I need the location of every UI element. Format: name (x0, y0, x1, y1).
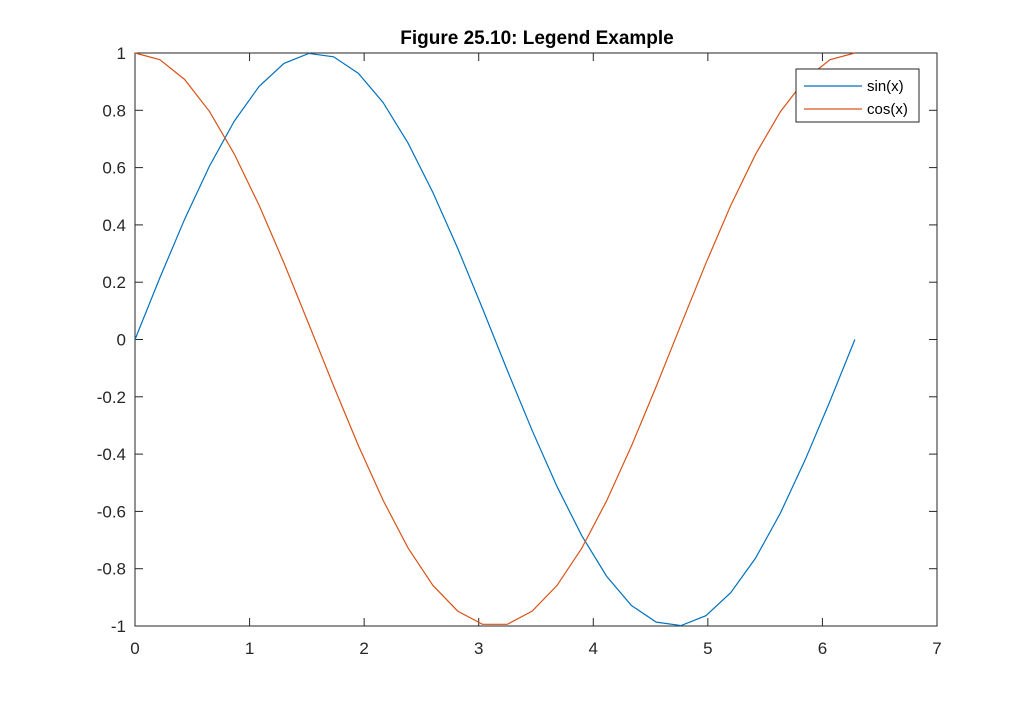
y-tick-label: -0.2 (97, 388, 126, 407)
y-tick-label: 1 (117, 44, 126, 63)
y-tick-label: -1 (111, 617, 126, 636)
y-tick-label: 0.2 (102, 273, 126, 292)
y-tick-label: -0.6 (97, 502, 126, 521)
legend-box (795, 68, 920, 123)
series-line-sinx (134, 52, 856, 627)
series-lines (134, 52, 856, 627)
y-tick-label: 0.6 (102, 159, 126, 178)
y-tick-label: -0.4 (97, 445, 126, 464)
chart-title: Figure 25.10: Legend Example (400, 28, 673, 49)
x-tick-label: 6 (818, 639, 827, 658)
legend-label-cos: cos(x) (867, 101, 908, 118)
x-tick-label: 0 (130, 639, 139, 658)
y-tick-label: 0.4 (102, 216, 126, 235)
legend: sin(x) cos(x) (795, 68, 920, 123)
legend-label-sin: sin(x) (867, 78, 904, 95)
y-tick-label: -0.8 (97, 560, 126, 579)
x-tick-label: 7 (932, 639, 941, 658)
plot-area-box (134, 52, 938, 627)
x-tick-label: 1 (245, 639, 254, 658)
axes: 0 1 2 3 4 5 6 7 1 0.8 0.6 0.4 0.2 0 -0.2 -0.4 -0.6 -0.8 -1 (97, 44, 942, 658)
y-tick-label: 0.8 (102, 101, 126, 120)
x-tick-label: 3 (474, 639, 483, 658)
x-tick-label: 5 (703, 639, 712, 658)
x-tick-label: 2 (359, 639, 368, 658)
series-line-cosx (134, 52, 856, 625)
x-tick-label: 4 (589, 639, 598, 658)
y-tick-label: 0 (117, 331, 126, 350)
